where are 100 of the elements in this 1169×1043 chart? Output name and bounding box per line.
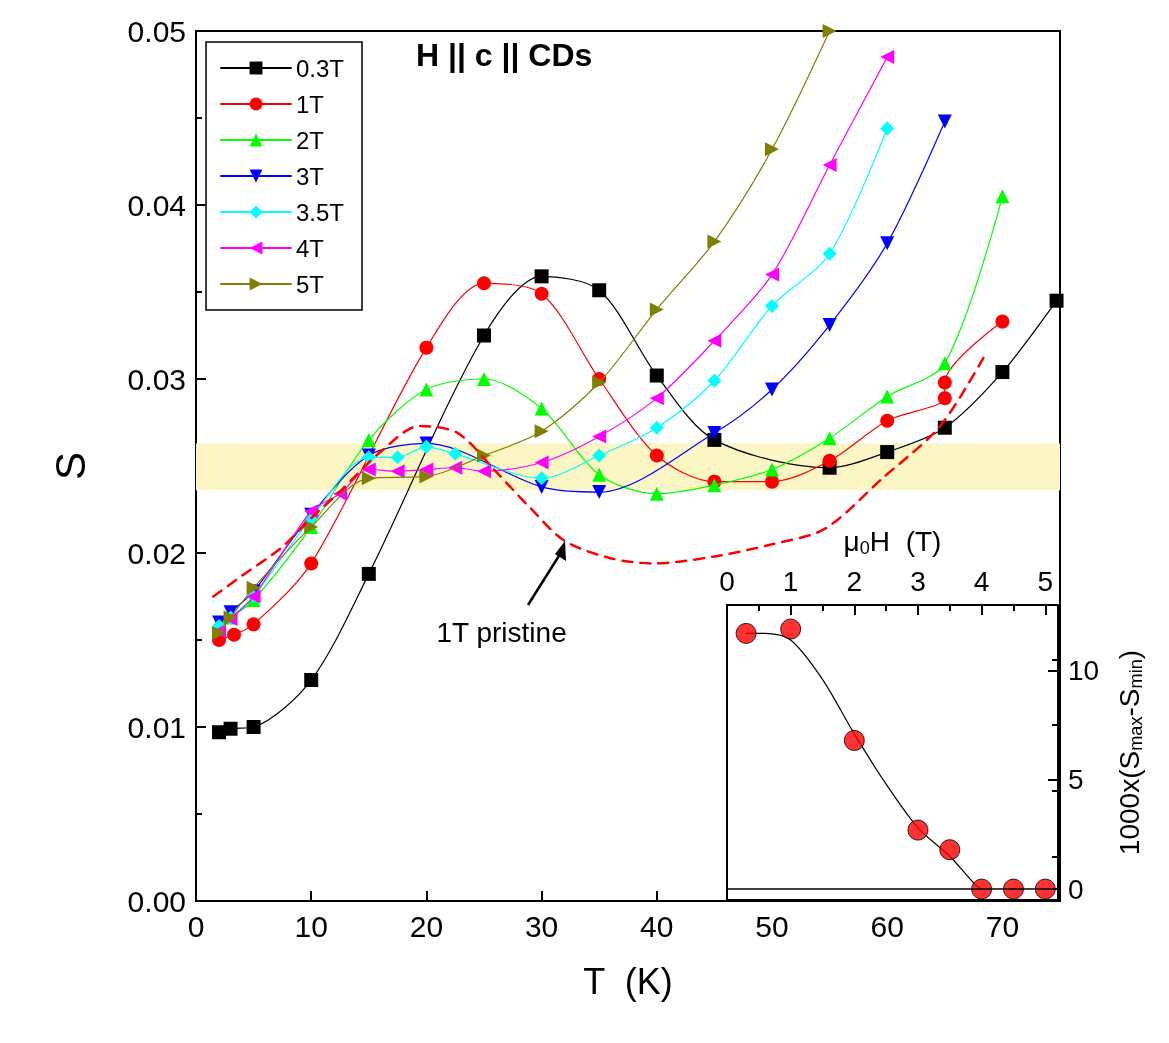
point (880, 413, 895, 428)
legend-label: 4T (296, 234, 325, 262)
x-tick-label: 30 (524, 909, 559, 943)
point (419, 469, 434, 484)
point (419, 340, 434, 355)
y-tick-label: 0.04 (127, 188, 186, 222)
point (390, 464, 405, 479)
point (765, 382, 779, 397)
x-tick-label: 4 (973, 565, 990, 597)
point (880, 121, 895, 136)
point (448, 446, 463, 461)
point (477, 276, 491, 291)
point (1049, 293, 1064, 308)
point (592, 467, 607, 482)
legend-label: 5T (296, 270, 325, 298)
y-tick-label: 0.01 (127, 710, 186, 744)
point (765, 298, 779, 313)
point (707, 234, 722, 249)
point (937, 375, 952, 390)
point (534, 269, 549, 284)
point (765, 474, 779, 489)
point (361, 471, 376, 486)
point (592, 448, 607, 463)
point (477, 328, 491, 343)
point (477, 372, 491, 386)
x-tick-label: 5 (1037, 565, 1054, 597)
point (649, 391, 664, 406)
legend-label: 1T (296, 90, 325, 118)
point (707, 373, 722, 388)
point (592, 485, 607, 500)
y-tick-label: 10 (1068, 655, 1100, 687)
annotation: 1T pristine (436, 616, 567, 649)
point (822, 431, 837, 446)
annotation: H || c || CDs (416, 37, 593, 73)
legend-label: 3T (296, 162, 325, 190)
point (939, 839, 961, 861)
point (592, 429, 607, 444)
y-tick-label: 0.02 (127, 536, 186, 570)
legend-label: 3.5T (296, 198, 345, 226)
point (880, 236, 895, 251)
point (707, 333, 722, 348)
x-axis-title: T (K) (583, 960, 673, 1002)
point (419, 462, 434, 477)
point (649, 448, 664, 463)
y-tick-label: 0.00 (127, 884, 186, 918)
legend-label: 2T (296, 126, 325, 154)
point (223, 721, 238, 736)
point (304, 673, 319, 688)
point (534, 286, 549, 301)
point (534, 401, 549, 416)
point (361, 432, 376, 447)
point (534, 471, 549, 486)
point (937, 391, 952, 406)
point (361, 566, 376, 581)
point (304, 556, 319, 571)
point (477, 464, 491, 479)
point (880, 445, 895, 460)
x-tick-label: 20 (409, 909, 444, 943)
point (822, 24, 837, 38)
point (534, 455, 549, 470)
point (649, 368, 664, 383)
point (937, 114, 952, 129)
y-tick-label: 0 (1068, 873, 1084, 905)
point (246, 720, 261, 734)
x-tick-label: 3 (910, 565, 926, 597)
point (592, 375, 607, 390)
point (765, 462, 779, 477)
point (707, 478, 722, 493)
y-tick-label: 0.05 (127, 14, 186, 48)
x-tick-label: 10 (294, 909, 328, 943)
x-tick-label: 50 (755, 909, 789, 943)
x-tick-label: 70 (985, 909, 1020, 943)
point (907, 819, 929, 841)
point (592, 283, 607, 298)
point (765, 142, 779, 157)
x-tick-label: 40 (640, 909, 674, 943)
point (995, 189, 1010, 204)
x-tick-label: 0 (719, 565, 735, 597)
point (227, 627, 242, 642)
point (534, 424, 549, 439)
point (246, 617, 261, 632)
point (880, 389, 895, 404)
point (246, 580, 261, 595)
y-axis-title: S (46, 451, 94, 481)
point (735, 622, 757, 644)
point (390, 450, 405, 465)
point (707, 425, 722, 440)
y-tick-label: 5 (1068, 764, 1084, 796)
point (649, 486, 664, 501)
point (995, 314, 1010, 329)
point (649, 420, 664, 435)
point (780, 618, 802, 640)
point (649, 302, 664, 317)
x-tick-label: 2 (846, 565, 863, 597)
x-tick-label: 60 (870, 909, 904, 943)
point (822, 157, 837, 172)
legend-label: 0.3T (296, 54, 345, 82)
point (361, 462, 376, 477)
y-axis-title: 1000x(Smax-Smin) (1113, 649, 1146, 856)
point (419, 382, 434, 397)
